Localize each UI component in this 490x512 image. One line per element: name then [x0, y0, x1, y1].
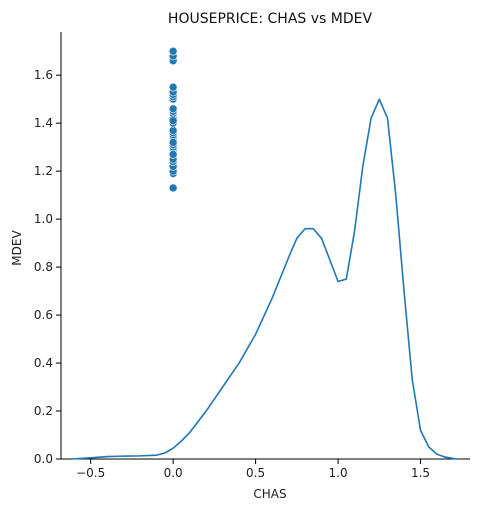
y-tick-label: 1.4 [34, 116, 53, 130]
x-tick-label: −0.5 [76, 466, 105, 480]
scatter-point [168, 104, 178, 114]
scatter-point [168, 183, 178, 193]
y-tick-label: 0.6 [34, 308, 53, 322]
y-axis-label: MDEV [10, 230, 24, 266]
scatter-point [168, 116, 178, 126]
x-tick-label: 1.5 [411, 466, 430, 480]
y-tick-label: 1.2 [34, 164, 53, 178]
scatter-point [168, 82, 178, 92]
x-tick-label: 1.0 [329, 466, 348, 480]
y-tick-label: 1.6 [34, 68, 53, 82]
x-tick-label: 0.5 [246, 466, 265, 480]
x-axis-label: CHAS [253, 487, 286, 501]
scatter-point [168, 126, 178, 135]
scatter-point [168, 138, 178, 147]
scatter-point [168, 46, 178, 56]
y-tick-label: 0.2 [34, 404, 53, 418]
chart-title: HOUSEPRICE: CHAS vs MDEV [168, 11, 373, 27]
density-line [70, 98, 459, 460]
y-tick-label: 1.0 [34, 212, 53, 226]
y-tick-label: 0.0 [34, 452, 53, 466]
x-tick-label: 0.0 [164, 466, 183, 480]
y-tick-label: 0.4 [34, 356, 53, 370]
y-tick-label: 0.8 [34, 260, 53, 274]
plot-area: −0.5 0.0 0.5 1.0 1.5 0.0 0.2 0.4 0.6 0.8 1.0 1.2 1.4… [34, 32, 470, 480]
scatter-point [168, 150, 178, 159]
